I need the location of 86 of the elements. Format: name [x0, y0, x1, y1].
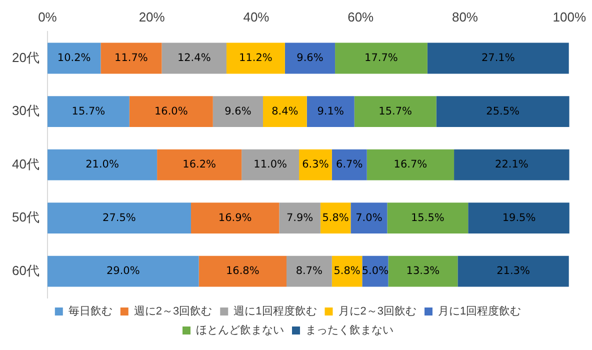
data-label: 6.7% — [336, 158, 363, 171]
bar — [47, 149, 158, 180]
bar — [190, 202, 280, 234]
bar — [47, 42, 101, 74]
legend-label: ほとんど飲まない — [196, 324, 284, 337]
bar — [332, 149, 367, 180]
bar — [47, 202, 191, 234]
legend-label: 週に1回程度飲む — [234, 304, 317, 318]
data-label: 8.7% — [296, 265, 323, 278]
bar — [263, 96, 307, 127]
data-label: 11.2% — [239, 52, 272, 64]
data-label: 16.0% — [154, 105, 188, 118]
bar — [279, 202, 320, 234]
data-label: 9.6% — [296, 52, 324, 64]
bar — [100, 42, 162, 74]
bar — [198, 256, 286, 287]
y-tick-label: 40代 — [12, 156, 40, 172]
legend-label: 毎日飲む — [68, 306, 112, 318]
data-label: 25.5% — [486, 105, 520, 118]
bar — [47, 256, 199, 287]
x-tick-label: 80% — [452, 9, 478, 24]
data-label: 11.7% — [114, 52, 148, 64]
bar — [354, 96, 436, 127]
bar — [362, 256, 388, 287]
legend-label: 月に1回程度飲む — [438, 304, 522, 318]
data-label: 21.0% — [86, 158, 119, 171]
data-label: 7.9% — [286, 212, 314, 224]
data-label: 16.7% — [394, 158, 428, 171]
bar — [335, 42, 428, 74]
bar — [286, 256, 332, 287]
bar — [242, 149, 300, 180]
data-label: 5.0% — [362, 265, 389, 278]
data-label: 5.8% — [322, 212, 349, 224]
data-label: 22.1% — [495, 158, 528, 171]
bar — [458, 256, 569, 287]
bar — [226, 42, 285, 74]
data-label: 16.9% — [218, 212, 252, 224]
bar — [387, 202, 468, 234]
data-label: 8.4% — [272, 105, 298, 118]
data-label: 16.8% — [226, 265, 260, 278]
bar — [47, 96, 130, 127]
legend-label: 月に2～3回飲む — [338, 306, 416, 318]
data-label: 9.6% — [224, 105, 252, 118]
data-label: 10.2% — [57, 52, 91, 64]
data-label: 27.5% — [102, 212, 136, 224]
bar — [299, 149, 332, 180]
y-tick-label: 30代 — [12, 103, 40, 118]
bar — [388, 256, 458, 287]
bar — [212, 96, 264, 127]
data-label: 11.0% — [254, 158, 288, 171]
data-label: 9.1% — [317, 105, 344, 118]
bar — [306, 96, 354, 127]
bar — [157, 149, 242, 180]
y-tick-label: 60代 — [12, 262, 40, 278]
data-label: 29.0% — [106, 265, 140, 278]
data-label: 15.5% — [410, 212, 444, 224]
data-label: 12.4% — [177, 52, 211, 64]
legend-label: まったく飲まない — [306, 324, 394, 337]
x-tick-label: 60% — [348, 9, 374, 24]
y-tick-label: 20代 — [12, 50, 40, 65]
data-label: 6.3% — [302, 158, 329, 171]
x-tick-label: 20% — [138, 9, 166, 24]
data-label: 13.3% — [406, 265, 440, 278]
bar — [468, 202, 570, 234]
legend-label: 週に2～3回飲む — [134, 306, 212, 318]
y-tick-label: 50代 — [12, 210, 40, 225]
data-label: 19.5% — [502, 212, 536, 224]
data-label: 15.7% — [72, 105, 106, 118]
data-label: 5.8% — [334, 265, 360, 278]
data-label: 27.1% — [481, 52, 515, 64]
data-label: 15.7% — [378, 105, 412, 118]
bar — [284, 42, 336, 74]
bar — [436, 96, 570, 127]
bar — [129, 96, 213, 127]
data-label: 21.3% — [496, 265, 530, 278]
x-tick-label: 40% — [243, 9, 270, 24]
bar — [454, 149, 570, 180]
data-label: 16.2% — [182, 158, 216, 171]
bar — [427, 42, 569, 74]
bar — [162, 42, 226, 74]
x-tick-label: 0% — [38, 9, 58, 24]
data-label: 17.7% — [364, 52, 398, 64]
data-label: 7.0% — [356, 212, 382, 224]
x-tick-label: 100% — [552, 9, 586, 24]
bar — [366, 149, 454, 180]
bar — [350, 202, 388, 234]
